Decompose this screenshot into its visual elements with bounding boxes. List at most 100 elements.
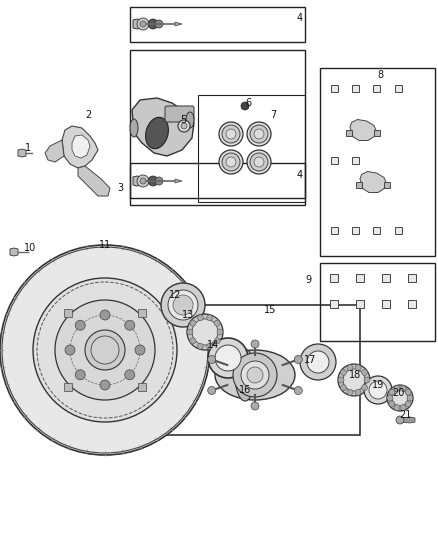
Bar [408, 274, 416, 282]
Ellipse shape [186, 112, 194, 128]
Circle shape [214, 320, 220, 326]
Circle shape [140, 21, 146, 27]
Circle shape [340, 369, 346, 375]
Text: 14: 14 [207, 340, 219, 350]
Circle shape [400, 405, 406, 410]
Bar [331, 85, 338, 92]
Text: 16: 16 [239, 385, 251, 395]
Circle shape [148, 19, 158, 29]
Circle shape [198, 314, 203, 321]
Bar [320, 263, 435, 341]
Bar [130, 50, 305, 205]
Polygon shape [133, 176, 141, 186]
Circle shape [140, 178, 146, 184]
Polygon shape [62, 126, 98, 168]
Circle shape [340, 385, 346, 391]
Bar [395, 85, 402, 92]
Polygon shape [175, 179, 182, 183]
Circle shape [294, 356, 302, 364]
Circle shape [75, 320, 85, 330]
FancyBboxPatch shape [384, 182, 390, 188]
Bar [356, 300, 364, 308]
Circle shape [355, 390, 361, 395]
Circle shape [100, 310, 110, 320]
Circle shape [125, 370, 135, 379]
Circle shape [300, 344, 336, 380]
FancyBboxPatch shape [374, 130, 380, 136]
Polygon shape [350, 119, 376, 141]
Bar [382, 300, 390, 308]
Bar [138, 309, 146, 317]
Circle shape [215, 345, 241, 371]
Circle shape [161, 283, 205, 327]
Circle shape [137, 18, 149, 30]
Text: 4: 4 [297, 170, 303, 180]
Circle shape [190, 320, 196, 326]
Text: 19: 19 [372, 380, 384, 390]
Circle shape [207, 343, 212, 349]
Circle shape [251, 340, 259, 348]
Polygon shape [400, 417, 415, 423]
Circle shape [187, 314, 223, 350]
Circle shape [226, 157, 236, 167]
Bar [382, 274, 390, 282]
Circle shape [226, 129, 236, 139]
Polygon shape [133, 19, 141, 29]
Circle shape [155, 20, 163, 28]
Bar [352, 227, 359, 234]
Circle shape [361, 385, 367, 391]
Circle shape [208, 338, 248, 378]
Polygon shape [72, 135, 90, 158]
Circle shape [343, 369, 365, 391]
Bar [64, 309, 72, 317]
Bar [130, 7, 305, 42]
Circle shape [254, 129, 264, 139]
Text: 15: 15 [264, 305, 276, 315]
Text: 5: 5 [180, 115, 186, 125]
Circle shape [192, 319, 218, 345]
Bar [331, 227, 338, 234]
Circle shape [187, 329, 193, 335]
Bar [160, 305, 360, 435]
Text: 2: 2 [85, 110, 91, 120]
Polygon shape [45, 140, 64, 162]
Circle shape [219, 150, 243, 174]
Circle shape [355, 365, 361, 370]
Circle shape [222, 153, 240, 171]
Bar [64, 383, 72, 391]
Text: 21: 21 [399, 410, 411, 420]
Circle shape [217, 329, 223, 335]
Text: 1: 1 [25, 143, 31, 153]
Circle shape [75, 370, 85, 379]
Bar [198, 95, 305, 202]
Circle shape [254, 157, 264, 167]
Circle shape [55, 300, 155, 400]
Text: 9: 9 [305, 275, 311, 285]
Circle shape [208, 356, 215, 364]
Text: 6: 6 [245, 98, 251, 108]
Text: 18: 18 [349, 370, 361, 380]
Circle shape [181, 123, 187, 129]
Text: 8: 8 [377, 70, 383, 80]
Circle shape [338, 364, 370, 396]
Text: 17: 17 [304, 355, 316, 365]
Polygon shape [78, 166, 110, 196]
Bar [373, 85, 380, 92]
Circle shape [394, 405, 400, 410]
Circle shape [247, 367, 263, 383]
Circle shape [85, 330, 125, 370]
Circle shape [178, 120, 190, 132]
Circle shape [307, 351, 329, 373]
Circle shape [173, 295, 193, 315]
Ellipse shape [215, 350, 295, 400]
Polygon shape [132, 98, 194, 156]
Polygon shape [10, 248, 18, 256]
Circle shape [168, 290, 198, 320]
Circle shape [135, 345, 145, 355]
Circle shape [387, 395, 393, 401]
Text: 10: 10 [24, 243, 36, 253]
Circle shape [100, 380, 110, 390]
Circle shape [0, 245, 210, 455]
Circle shape [387, 385, 413, 411]
Circle shape [392, 390, 408, 406]
